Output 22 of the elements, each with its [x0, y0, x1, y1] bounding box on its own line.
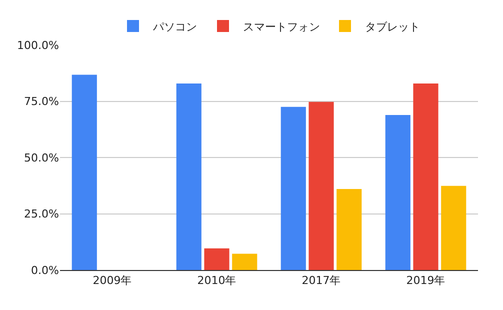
x-tick-label: 2019年: [406, 274, 446, 288]
x-tick-label: 2010年: [197, 274, 236, 288]
bar: [72, 74, 97, 270]
y-tick-label: 50.0%: [24, 151, 59, 164]
bar: [441, 186, 466, 270]
y-tick-label: 75.0%: [24, 95, 59, 108]
legend-label: タブレット: [365, 20, 420, 34]
bar: [308, 102, 334, 270]
bar: [385, 114, 410, 270]
y-tick-label: 0.0%: [31, 264, 59, 277]
bar: [413, 83, 438, 270]
bar: [280, 106, 306, 270]
x-tick-label: 2017年: [302, 274, 341, 288]
legend-label: スマートフォン: [243, 20, 320, 34]
x-tick-label: 2009年: [92, 274, 132, 288]
bar: [336, 189, 362, 270]
y-tick-label: 25.0%: [24, 208, 59, 221]
bar: [176, 83, 202, 270]
bar: [232, 254, 258, 270]
legend-label: パソコン: [152, 20, 197, 34]
y-tick-label: 100.0%: [17, 38, 59, 52]
bar: [204, 248, 230, 270]
